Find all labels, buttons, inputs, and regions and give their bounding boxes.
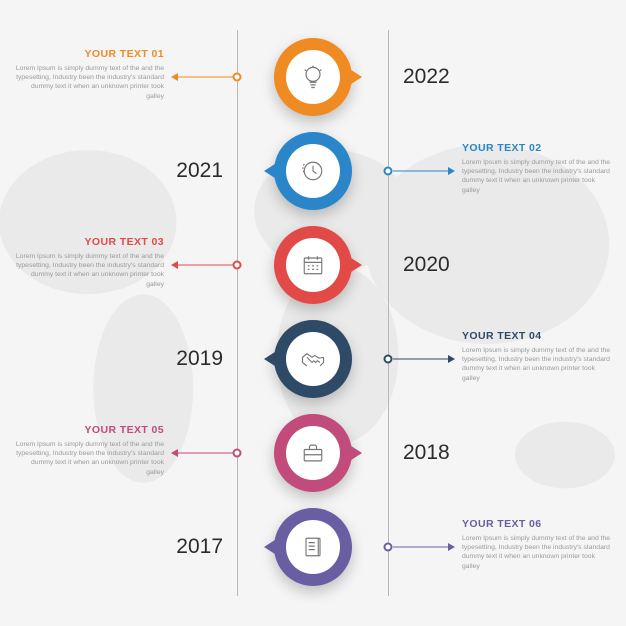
calendar-icon — [286, 238, 340, 292]
connector-arrowhead — [171, 261, 178, 269]
node-pointer — [264, 162, 278, 180]
connector-arrowhead — [448, 167, 455, 175]
node-pointer — [348, 444, 362, 462]
text-block-body: Lorem Ipsum is simply dummy text of the … — [14, 440, 164, 477]
connector-line — [393, 547, 448, 548]
rail-dot — [384, 167, 393, 176]
connector-line — [393, 171, 448, 172]
text-block-body: Lorem Ipsum is simply dummy text of the … — [462, 534, 612, 571]
text-block-title: YOUR TEXT 01 — [14, 48, 164, 60]
text-block-body: Lorem Ipsum is simply dummy text of the … — [14, 252, 164, 289]
text-block-body: Lorem Ipsum is simply dummy text of the … — [462, 346, 612, 383]
year-label: 2020 — [403, 253, 450, 277]
timeline-node — [274, 132, 352, 210]
connector-arrowhead — [448, 355, 455, 363]
text-block-title: YOUR TEXT 04 — [462, 330, 612, 342]
text-block: YOUR TEXT 02 Lorem Ipsum is simply dummy … — [462, 142, 612, 195]
timeline-node — [274, 508, 352, 586]
timeline-row: 2020 YOUR TEXT 03 Lorem Ipsum is simply du… — [0, 218, 626, 312]
connector-arrowhead — [171, 73, 178, 81]
timeline-row: 2021 YOUR TEXT 02 Lorem Ipsum is simply du… — [0, 124, 626, 218]
connector-line — [178, 265, 233, 266]
timeline-row: 2018 YOUR TEXT 05 Lorem Ipsum is simply du… — [0, 406, 626, 500]
text-block: YOUR TEXT 05 Lorem Ipsum is simply dummy … — [14, 424, 164, 477]
rail-dot — [233, 449, 242, 458]
node-pointer — [348, 256, 362, 274]
timeline-row: 2022 YOUR TEXT 01 Lorem Ipsum is simply du… — [0, 30, 626, 124]
rail-dot — [233, 261, 242, 270]
year-label: 2018 — [403, 441, 450, 465]
year-label: 2022 — [403, 65, 450, 89]
rail-dot — [384, 543, 393, 552]
text-block-title: YOUR TEXT 02 — [462, 142, 612, 154]
timeline-node — [274, 414, 352, 492]
year-label: 2021 — [176, 159, 223, 183]
rail-dot — [233, 73, 242, 82]
text-block-title: YOUR TEXT 06 — [462, 518, 612, 530]
connector-line — [178, 77, 233, 78]
timeline-node — [274, 226, 352, 304]
text-block-title: YOUR TEXT 03 — [14, 236, 164, 248]
connector-arrowhead — [448, 543, 455, 551]
timeline-node — [274, 320, 352, 398]
text-block: YOUR TEXT 06 Lorem Ipsum is simply dummy … — [462, 518, 612, 571]
clock-icon — [286, 144, 340, 198]
rail-dot — [384, 355, 393, 364]
text-block-body: Lorem Ipsum is simply dummy text of the … — [462, 158, 612, 195]
lightbulb-icon — [286, 50, 340, 104]
node-pointer — [264, 538, 278, 556]
connector-arrowhead — [171, 449, 178, 457]
connector-line — [178, 453, 233, 454]
text-block: YOUR TEXT 03 Lorem Ipsum is simply dummy … — [14, 236, 164, 289]
node-pointer — [264, 350, 278, 368]
node-pointer — [348, 68, 362, 86]
timeline-node — [274, 38, 352, 116]
text-block: YOUR TEXT 04 Lorem Ipsum is simply dummy … — [462, 330, 612, 383]
year-label: 2019 — [176, 347, 223, 371]
timeline-row: 2019 YOUR TEXT 04 Lorem Ipsum is simply du… — [0, 312, 626, 406]
connector-line — [393, 359, 448, 360]
text-block: YOUR TEXT 01 Lorem Ipsum is simply dummy … — [14, 48, 164, 101]
briefcase-icon — [286, 426, 340, 480]
year-label: 2017 — [176, 535, 223, 559]
text-block-body: Lorem Ipsum is simply dummy text of the … — [14, 64, 164, 101]
handshake-icon — [286, 332, 340, 386]
notebook-icon — [286, 520, 340, 574]
text-block-title: YOUR TEXT 05 — [14, 424, 164, 436]
timeline-container: 2022 YOUR TEXT 01 Lorem Ipsum is simply du… — [0, 0, 626, 626]
timeline-row: 2017 YOUR TEXT 06 Lorem Ipsum is simply du… — [0, 500, 626, 594]
